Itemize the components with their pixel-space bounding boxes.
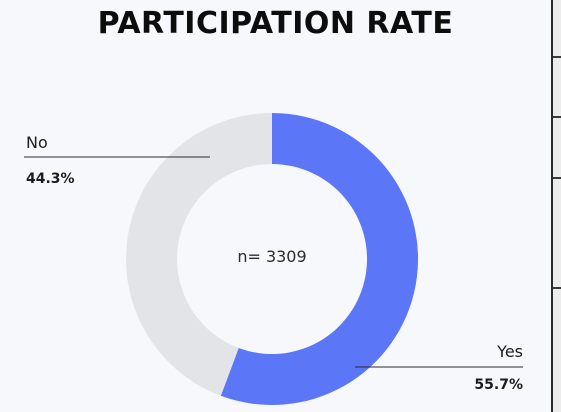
legend-label-no: No xyxy=(26,133,48,152)
edge-tick xyxy=(553,177,561,179)
slice-no xyxy=(125,113,273,396)
legend-label-yes: Yes xyxy=(497,342,523,361)
card-edge-divider xyxy=(551,0,553,412)
data-label-yes: 55.7% xyxy=(474,377,523,393)
right-edge-strip xyxy=(553,0,561,412)
edge-tick xyxy=(553,287,561,289)
sample-size-label: n= 3309 xyxy=(237,247,307,266)
edge-tick xyxy=(553,56,561,58)
chart-title: PARTICIPATION RATE xyxy=(97,6,454,41)
data-label-no: 44.3% xyxy=(26,171,75,187)
edge-tick xyxy=(553,116,561,118)
slice-yes xyxy=(220,113,418,405)
